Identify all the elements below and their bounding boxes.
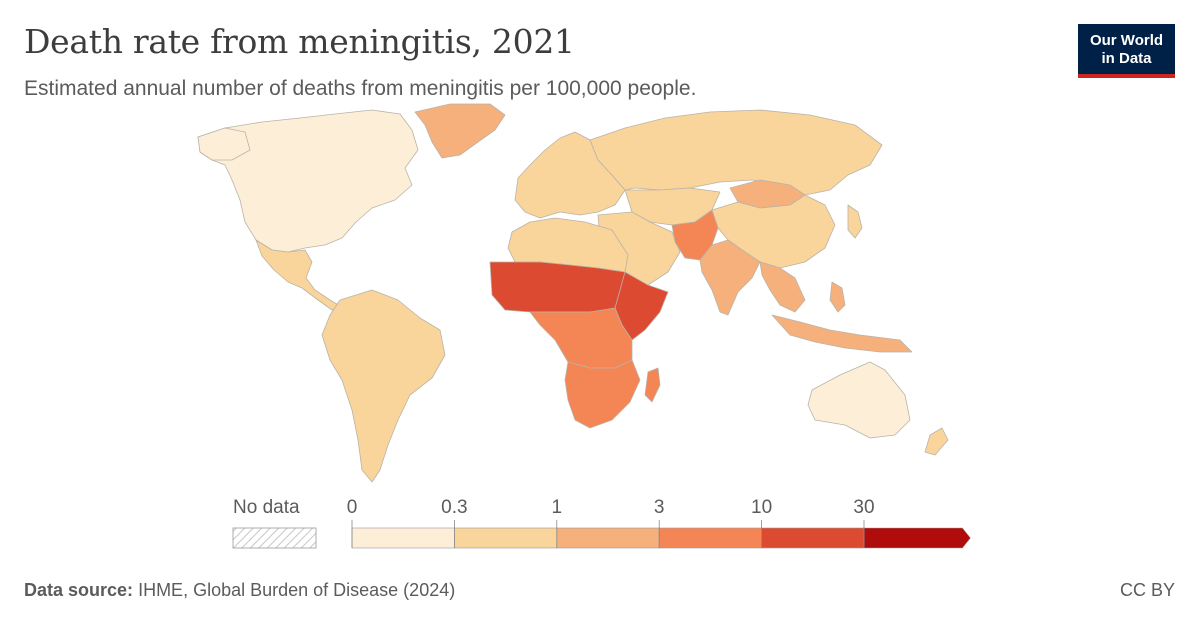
legend-no-data-swatch (232, 527, 317, 549)
region-north-america[interactable] (197, 109, 419, 253)
legend-tick-label-0: 0 (346, 497, 358, 518)
region-australia[interactable] (807, 361, 911, 439)
region-indonesia[interactable] (771, 314, 913, 353)
data-source-text[interactable]: IHME, Global Burden of Disease (2024) (138, 580, 456, 600)
region-madagascar[interactable] (644, 367, 661, 403)
region-southern-africa[interactable] (564, 359, 641, 429)
data-source-label: Data source: (24, 580, 134, 600)
region-south-america[interactable] (321, 289, 446, 483)
region-philippines[interactable] (829, 281, 846, 313)
region-southeast-asia[interactable] (759, 261, 806, 313)
license[interactable]: CC BY (1119, 580, 1175, 600)
legend-tick-label-4: 10 (751, 497, 773, 518)
legend-bin-1[interactable] (454, 527, 558, 549)
logo-line-2: in Data (1101, 50, 1152, 67)
region-japan[interactable] (847, 204, 863, 239)
data-source: Data source: IHME, Global Burden of Dise… (24, 580, 455, 601)
legend-tick-label-1: 0.3 (441, 497, 468, 518)
legend-tick-label-2: 1 (551, 497, 563, 518)
chart-title: Death rate from meningitis, 2021 (24, 22, 575, 61)
legend-no-data-label: No data (233, 497, 300, 518)
legend-bin-4[interactable] (761, 527, 865, 549)
chart-subtitle: Estimated annual number of deaths from m… (24, 77, 697, 100)
owid-logo[interactable]: Our World in Data (1078, 24, 1175, 78)
legend-bin-2[interactable] (556, 527, 660, 549)
region-central-america[interactable] (255, 239, 341, 311)
legend-bin-5[interactable] (863, 527, 971, 549)
legend-bin-0[interactable] (351, 527, 455, 549)
region-russia[interactable] (589, 109, 883, 196)
region-greenland[interactable] (414, 103, 506, 159)
region-india[interactable] (699, 239, 761, 316)
legend-bin-3[interactable] (658, 527, 762, 549)
legend-tick-label-5: 30 (853, 497, 875, 518)
legend-tick-label-3: 3 (653, 497, 665, 518)
logo-line-1: Our World (1089, 32, 1164, 49)
region-alaska[interactable] (197, 127, 251, 161)
region-new-zealand[interactable] (924, 427, 949, 456)
